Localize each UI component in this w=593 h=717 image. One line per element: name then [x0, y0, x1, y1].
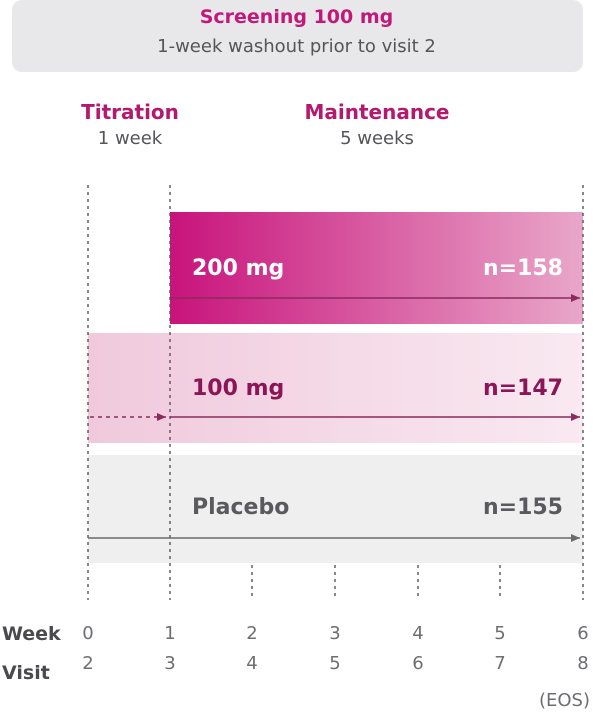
eos-label: (EOS): [538, 690, 590, 711]
week-tick: 5: [494, 623, 506, 644]
week-gridlines: [87, 185, 584, 600]
placebo-label: Placebo: [192, 495, 290, 520]
visit-tick: 4: [246, 653, 258, 674]
screening-box: [12, 0, 583, 72]
dose-200-label: 200 mg: [192, 256, 285, 281]
visit-tick: 5: [329, 653, 341, 674]
titration-title: Titration: [81, 100, 179, 124]
titration-duration: 1 week: [97, 128, 163, 149]
week-tick: 3: [329, 623, 341, 644]
dose-100-n: n=147: [482, 376, 563, 401]
screening-subtitle: 1-week washout prior to visit 2: [157, 36, 436, 57]
placebo-n: n=155: [482, 495, 563, 520]
maintenance-duration: 5 weeks: [340, 128, 414, 149]
visit-tick: 7: [494, 653, 506, 674]
visit-tick: 6: [412, 653, 424, 674]
week-tick: 1: [164, 623, 176, 644]
week-tick: 6: [577, 623, 589, 644]
visit-tick: 3: [164, 653, 176, 674]
visit-tick: 8: [577, 653, 589, 674]
week-tick: 0: [82, 623, 94, 644]
week-axis-label: Week: [2, 623, 61, 645]
visit-axis-label: Visit: [2, 662, 50, 684]
visit-tick: 2: [82, 653, 94, 674]
week-tick: 4: [412, 623, 424, 644]
dose-200-n: n=158: [482, 256, 563, 281]
dose-100-label: 100 mg: [192, 376, 285, 401]
screening-title: Screening 100 mg: [199, 6, 394, 28]
maintenance-title: Maintenance: [304, 100, 450, 124]
dose-200-band: [170, 212, 583, 324]
week-tick: 2: [246, 623, 258, 644]
